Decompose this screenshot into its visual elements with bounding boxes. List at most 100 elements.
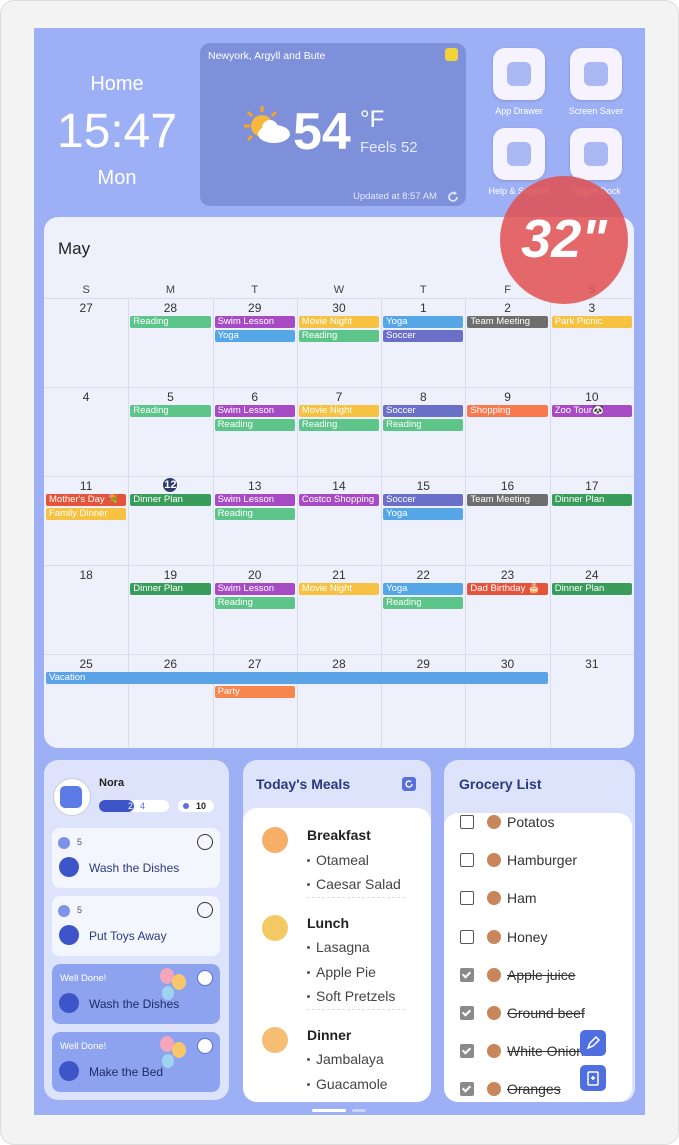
calendar-event[interactable]: Soccer — [383, 405, 464, 417]
balloons — [160, 968, 174, 984]
grocery-icon — [487, 929, 501, 944]
calendar-event[interactable]: Dinner Plan — [130, 583, 211, 595]
calendar-event[interactable]: Dad Birthday 🎂 — [467, 583, 548, 595]
calendar-event[interactable]: Dinner Plan — [551, 583, 632, 595]
task-card[interactable] — [52, 896, 220, 956]
grocery-item: Apple juice — [507, 966, 576, 983]
weekday-label: F — [504, 284, 511, 296]
calendar-event[interactable]: Team Meeting — [467, 316, 548, 328]
day-number: 22 — [416, 568, 430, 582]
calendar-event[interactable]: Soccer — [383, 330, 464, 342]
task-check[interactable] — [197, 970, 213, 986]
calendar-event[interactable]: Swim Lesson — [214, 494, 295, 506]
grid-line — [465, 298, 467, 748]
task-check[interactable] — [197, 834, 213, 850]
day-number: 30 — [332, 301, 346, 315]
day-number: 25 — [79, 657, 93, 671]
add-list-button[interactable] — [580, 1065, 606, 1091]
grocery-item: White Onion — [507, 1043, 585, 1060]
calendar-event[interactable]: Swim Lesson — [214, 405, 295, 417]
app-label[interactable]: Screen Saver — [568, 106, 624, 116]
meal-item: Apple Pie — [316, 963, 376, 980]
task-title: Put Toys Away — [89, 929, 167, 943]
grocery-checkbox[interactable] — [460, 967, 474, 982]
points-icon — [183, 803, 189, 809]
day-number: 7 — [335, 390, 343, 404]
calendar-event[interactable]: Reading — [383, 419, 464, 431]
calendar-event[interactable]: Reading — [214, 597, 295, 609]
calendar-event[interactable]: Movie Night — [298, 583, 380, 595]
calendar-event[interactable]: Zoo Tour🐼 — [551, 405, 632, 417]
app-label[interactable]: Help & Support — [488, 186, 550, 196]
weekday-label: S — [82, 284, 90, 296]
calendar-event[interactable]: Yoga — [383, 583, 464, 595]
weather-temperature: 54 — [293, 103, 351, 161]
calendar-event[interactable]: Team Meeting — [467, 494, 548, 506]
task-icon — [59, 925, 79, 945]
meals-title: Today's Meals — [256, 776, 351, 792]
points-badge — [58, 905, 70, 917]
points-badge — [58, 837, 70, 849]
meal-bullet — [307, 883, 310, 886]
grocery-checkbox[interactable] — [460, 1044, 474, 1059]
page-indicator — [352, 1109, 366, 1112]
calendar-event[interactable]: Movie Night — [298, 316, 380, 328]
calendar-event[interactable]: Reading — [130, 316, 211, 328]
calendar-event[interactable]: Mother's Day 💐 — [46, 494, 127, 506]
calendar-event[interactable]: Vacation — [46, 672, 548, 684]
grocery-checkbox[interactable] — [460, 1006, 474, 1020]
day-number: 27 — [79, 301, 93, 315]
calendar-event[interactable]: Dinner Plan — [130, 494, 211, 506]
calendar-event[interactable]: Reading — [214, 508, 295, 520]
task-check[interactable] — [197, 1038, 213, 1054]
calendar-event[interactable]: Reading — [214, 419, 295, 431]
app-icon-glyph — [507, 142, 531, 166]
calendar-event[interactable]: Swim Lesson — [214, 316, 295, 328]
calendar-event[interactable]: Costco Shopping — [298, 494, 380, 506]
calendar-event[interactable]: Reading — [298, 330, 380, 342]
task-status: Well Done! — [60, 973, 107, 984]
device-size-text: 32" — [521, 209, 607, 269]
calendar-event[interactable]: Yoga — [383, 508, 464, 520]
calendar-event[interactable]: Reading — [130, 405, 211, 417]
grocery-checkbox[interactable] — [460, 929, 474, 944]
calendar-event[interactable]: Reading — [298, 419, 380, 431]
calendar-event[interactable]: Movie Night — [298, 405, 380, 417]
day-number: 29 — [248, 301, 262, 315]
calendar-event[interactable]: Party — [214, 686, 295, 698]
weekday-label: M — [165, 284, 175, 296]
task-card[interactable] — [52, 964, 220, 1024]
calendar-event[interactable]: Reading — [383, 597, 464, 609]
clock-location: Home — [90, 73, 144, 95]
grocery-checkbox[interactable] — [460, 853, 474, 868]
meal-icon — [262, 914, 288, 941]
day-number: 12 — [164, 479, 177, 491]
calendar-event[interactable]: Yoga — [383, 316, 464, 328]
grocery-checkbox[interactable] — [460, 815, 474, 829]
task-check[interactable] — [197, 902, 213, 918]
grocery-icon — [487, 1006, 501, 1020]
edit-button[interactable] — [580, 1030, 606, 1056]
grocery-checkbox[interactable] — [460, 891, 474, 906]
calendar-event[interactable]: Soccer — [383, 494, 464, 506]
app-label[interactable]: App Drawer — [495, 106, 543, 116]
app-icon-glyph — [507, 62, 531, 86]
meal-bullet — [307, 1082, 310, 1086]
meal-item: Jambalaya — [316, 1051, 384, 1067]
calendar-event[interactable]: Shopping — [467, 405, 548, 417]
calendar-event[interactable]: Yoga — [214, 330, 295, 342]
meals-refresh[interactable] — [402, 777, 416, 791]
grocery-icon — [487, 853, 501, 868]
calendar-event[interactable]: Dinner Plan — [551, 494, 632, 506]
refresh-button[interactable] — [446, 190, 460, 204]
calendar-event[interactable]: Family Dinner — [46, 508, 127, 520]
meal-item: Soft Pretzels — [316, 988, 396, 1004]
grid-line — [296, 298, 298, 748]
calendar-event[interactable]: Swim Lesson — [214, 583, 295, 595]
day-number: 8 — [419, 390, 427, 404]
task-card[interactable] — [52, 1032, 220, 1092]
meal-bullet — [307, 858, 310, 862]
calendar-event[interactable]: Park Picnic — [551, 316, 632, 328]
grocery-checkbox[interactable] — [460, 1082, 474, 1097]
task-card[interactable] — [52, 828, 220, 888]
